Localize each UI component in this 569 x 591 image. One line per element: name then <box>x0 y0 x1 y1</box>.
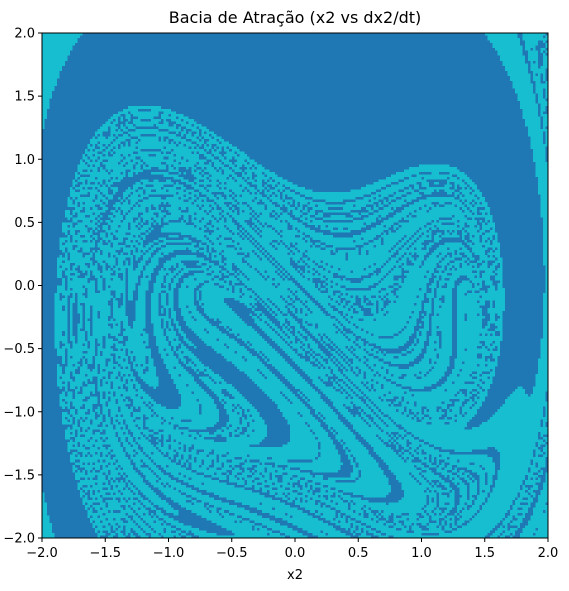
x-axis-label: x2 <box>287 568 303 583</box>
y-tick-label: 2.0 <box>14 27 35 42</box>
x-tick-label: −1.0 <box>153 546 185 561</box>
y-axis: −2.0 −1.5 −1.0 −0.5 0.0 0.5 1.0 1.5 2.0 <box>3 27 42 547</box>
x-tick-label: 0.0 <box>285 546 306 561</box>
plot-area <box>41 32 549 539</box>
y-tick-label: 0.5 <box>14 216 35 231</box>
chart-title: Bacia de Atração (x2 vs dx2/dt) <box>169 8 422 27</box>
x-tick-label: −0.5 <box>216 546 248 561</box>
basin-heatmap <box>42 33 548 538</box>
x-tick-label: 2.0 <box>538 546 559 561</box>
y-tick-label: 1.0 <box>14 153 35 168</box>
y-tick-label: 1.5 <box>14 90 35 105</box>
x-tick-label: 1.0 <box>411 546 432 561</box>
x-tick-label: −1.5 <box>89 546 121 561</box>
y-tick-label: −1.0 <box>3 405 35 420</box>
x-tick-label: 0.5 <box>348 546 369 561</box>
x-axis: −2.0 −1.5 −1.0 −0.5 0.0 0.5 1.0 1.5 2.0 <box>26 538 558 561</box>
y-tick-label: −2.0 <box>3 532 35 547</box>
x-tick-label: 1.5 <box>474 546 495 561</box>
x-tick-label: −2.0 <box>26 546 58 561</box>
y-tick-label: −0.5 <box>3 342 35 357</box>
y-tick-label: 0.0 <box>14 279 35 294</box>
y-tick-label: −1.5 <box>3 468 35 483</box>
